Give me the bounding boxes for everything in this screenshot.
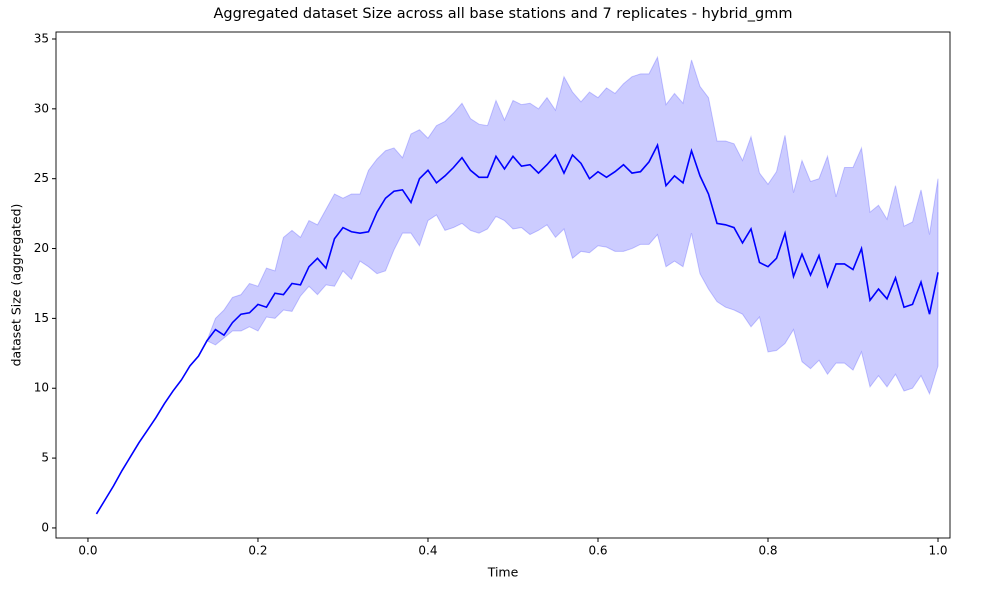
x-tick-label: 0.6 — [588, 544, 607, 558]
plot-frame — [55, 31, 951, 539]
y-tick-label: 5 — [41, 451, 49, 465]
y-tick-label: 0 — [41, 520, 49, 534]
line — [95, 142, 939, 515]
y-tick-label: 10 — [34, 381, 49, 395]
y-tick-label: 20 — [34, 241, 49, 255]
y-tick-label: 30 — [34, 101, 49, 115]
x-tick-label: 0.0 — [78, 544, 97, 558]
y-tick-label: 25 — [34, 171, 49, 185]
x-tick-label: 0.8 — [758, 544, 777, 558]
y-tick-label: 35 — [34, 31, 49, 45]
x-tick-label: 0.4 — [418, 544, 437, 558]
x-tick-label: 0.2 — [248, 544, 267, 558]
y-tick-label: 15 — [34, 311, 49, 325]
y-axis-label: dataset Size (aggregated) — [9, 204, 24, 367]
x-axis-label: Time — [487, 565, 519, 580]
chart-title: Aggregated dataset Size across all base … — [214, 6, 793, 22]
x-tick-label: 1.0 — [928, 544, 947, 558]
band — [96, 55, 939, 515]
